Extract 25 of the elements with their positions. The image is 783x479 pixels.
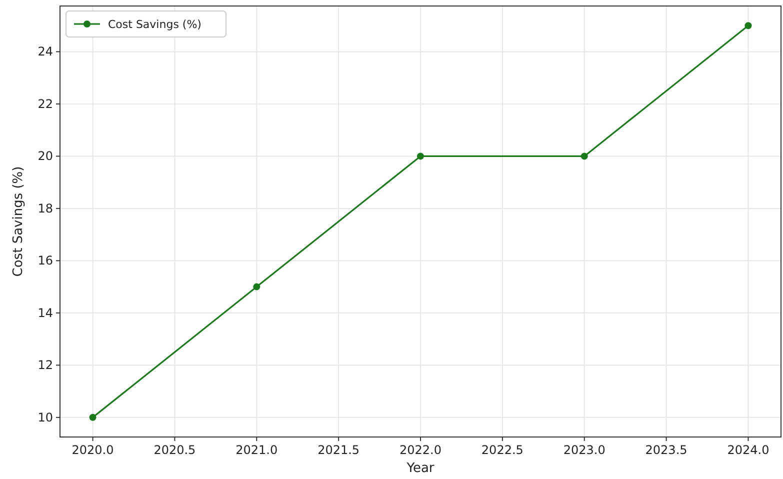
y-tick-label: 14 <box>38 306 53 320</box>
x-axis-title: Year <box>406 461 435 476</box>
y-tick-label: 10 <box>38 410 53 424</box>
x-tick-label: 2021.5 <box>318 443 360 457</box>
y-tick-label: 24 <box>38 44 53 59</box>
y-tick-label: 12 <box>38 358 53 372</box>
x-tick-label: 2024.0 <box>727 443 770 457</box>
y-axis-title: Cost Savings (%) <box>11 166 26 277</box>
y-tick-label: 16 <box>38 254 53 268</box>
point <box>253 283 260 290</box>
x-tick-label: 2021.0 <box>236 443 278 457</box>
x-tick-label: 2023.0 <box>563 443 606 457</box>
legend-label: Cost Savings (%) <box>108 18 202 31</box>
point <box>417 152 424 160</box>
point <box>744 22 752 30</box>
y-tick-label: 20 <box>38 149 53 164</box>
point <box>89 414 96 421</box>
y-tick-label: 18 <box>38 201 53 216</box>
x-tick-label: 2022.0 <box>400 443 442 457</box>
x-tick-label: 2022.5 <box>481 443 524 457</box>
x-tick-label: 2020.5 <box>154 443 196 457</box>
y-tick-label: 22 <box>38 96 53 111</box>
x-tick-label: 2023.5 <box>645 443 688 457</box>
x-tick-label: 2020.0 <box>72 443 114 457</box>
point <box>580 152 588 160</box>
